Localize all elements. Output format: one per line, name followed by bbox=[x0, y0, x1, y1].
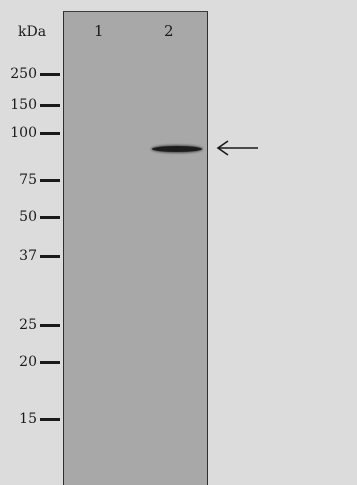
marker-20: 20 bbox=[0, 353, 63, 371]
marker-tick bbox=[40, 324, 60, 327]
marker-label: 15 bbox=[19, 411, 37, 427]
marker-label: 150 bbox=[10, 97, 37, 113]
marker-tick bbox=[40, 73, 60, 76]
marker-37: 37 bbox=[0, 247, 63, 265]
protein-band-lane-2 bbox=[152, 146, 202, 152]
marker-tick bbox=[40, 104, 60, 107]
left-arrow-icon bbox=[216, 140, 258, 156]
marker-label: 250 bbox=[10, 66, 37, 82]
marker-250: 250 bbox=[0, 65, 63, 83]
lane-label-2: 2 bbox=[164, 22, 174, 40]
marker-15: 15 bbox=[0, 410, 63, 428]
marker-label: 50 bbox=[19, 209, 37, 225]
marker-100: 100 bbox=[0, 124, 63, 142]
marker-150: 150 bbox=[0, 96, 63, 114]
marker-label: 75 bbox=[19, 172, 37, 188]
kda-unit-label: kDa bbox=[18, 24, 47, 40]
blot-membrane bbox=[63, 12, 208, 485]
marker-tick bbox=[40, 216, 60, 219]
marker-label: 37 bbox=[19, 248, 37, 264]
marker-tick bbox=[40, 179, 60, 182]
lane-label-1: 1 bbox=[94, 22, 104, 40]
marker-tick bbox=[40, 361, 60, 364]
marker-label: 100 bbox=[10, 125, 37, 141]
marker-tick bbox=[40, 132, 60, 135]
marker-label: 25 bbox=[19, 317, 37, 333]
marker-75: 75 bbox=[0, 171, 63, 189]
marker-tick bbox=[40, 255, 60, 258]
membrane-top-edge bbox=[63, 11, 208, 13]
marker-label: 20 bbox=[19, 354, 37, 370]
marker-tick bbox=[40, 418, 60, 421]
marker-50: 50 bbox=[0, 208, 63, 226]
marker-25: 25 bbox=[0, 316, 63, 334]
